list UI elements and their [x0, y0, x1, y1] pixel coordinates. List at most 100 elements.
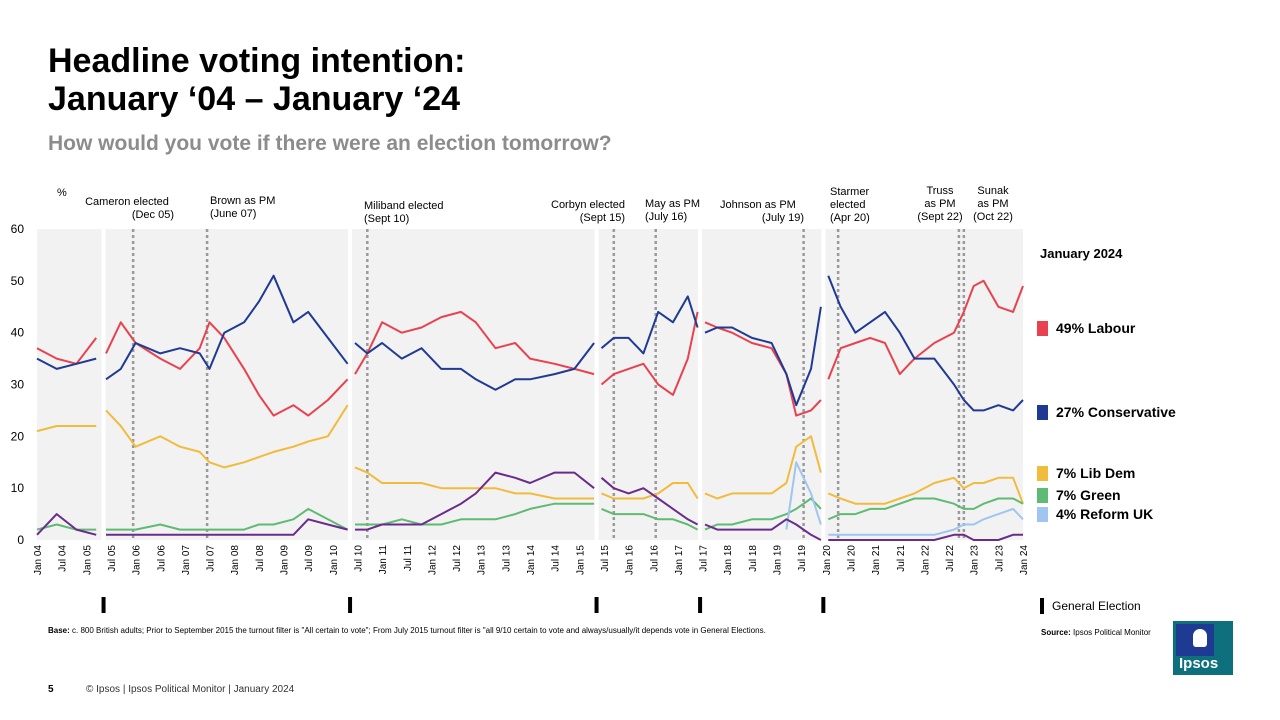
y-tick-label: 0	[17, 533, 24, 547]
legend-swatch	[1037, 465, 1048, 481]
event-label: as PM	[924, 198, 955, 210]
event-label: May as PM	[645, 198, 700, 210]
plot-background	[37, 229, 1023, 540]
page-subtitle: How would you vote if there were an elec…	[48, 132, 612, 155]
x-tick-label: Jan 08	[230, 545, 241, 575]
x-tick-label: Jan 09	[280, 545, 291, 575]
x-tick-label: Jan 07	[181, 545, 192, 575]
y-tick-label: 30	[11, 378, 25, 392]
x-tick-label: Jan 19	[773, 545, 784, 575]
x-tick-label: Jul 04	[58, 545, 69, 572]
x-tick-label: Jul 07	[206, 545, 217, 572]
title-line-1: Headline voting intention:	[48, 42, 466, 80]
series-line-lib-dem	[36, 404, 1024, 505]
event-label: (July 16)	[645, 211, 687, 223]
x-tick-label: Jan 13	[477, 545, 488, 575]
x-tick-label: Jan 04	[33, 545, 44, 575]
x-tick-label: Jul 12	[452, 545, 463, 572]
x-tick-label: Jan 16	[625, 545, 636, 575]
legend-item-conservative: 27% Conservative	[1037, 404, 1176, 420]
event-label: as PM	[977, 198, 1008, 210]
x-tick-label: Jul 06	[156, 545, 167, 572]
general-election-gap	[594, 229, 599, 540]
series-line-labour	[36, 279, 1024, 417]
general-election-marker	[698, 597, 703, 613]
y-tick-label: 20	[11, 429, 25, 443]
event-label: Starmer	[830, 186, 869, 198]
ipsos-logo: Ipsos	[1173, 621, 1233, 675]
legend-label: 4% Reform UK	[1056, 506, 1154, 522]
page-title: Headline voting intention: January ‘04 –…	[48, 42, 465, 118]
x-tick-label: Jul 09	[304, 545, 315, 572]
y-tick-label: 60	[11, 222, 25, 236]
event-label: (Sept 10)	[364, 213, 409, 225]
series-line-green	[36, 497, 1024, 531]
base-label: Base:	[48, 626, 70, 635]
logo-text: Ipsos	[1179, 655, 1219, 672]
y-axis-label: %	[57, 187, 67, 199]
x-tick-label: Jan 23	[970, 545, 981, 575]
event-label: (Sept 22)	[917, 211, 962, 223]
event-label: Miliband elected	[364, 200, 444, 212]
event-label: (Sept 15)	[580, 212, 625, 224]
event-label: Cameron elected	[85, 196, 169, 208]
event-label: Corbyn elected	[551, 199, 625, 211]
general-election-marker	[594, 597, 599, 613]
x-tick-label: Jul 22	[945, 545, 956, 572]
x-tick-label: Jan 11	[378, 545, 389, 575]
x-tick-label: Jul 23	[994, 545, 1005, 572]
x-tick-label: Jul 20	[846, 545, 857, 572]
x-tick-label: Jan 12	[427, 545, 438, 575]
general-election-gap	[821, 229, 826, 540]
legend-swatch	[1037, 404, 1048, 420]
x-tick-label: Jul 21	[896, 545, 907, 572]
legend-item-reform-uk: 4% Reform UK	[1037, 506, 1153, 522]
x-tick-label: Jan 21	[871, 545, 882, 575]
legend-label: 7% Green	[1056, 487, 1121, 503]
legend-swatch	[1037, 506, 1048, 522]
x-tick-label: Jul 13	[501, 545, 512, 572]
x-tick-label: Jul 15	[600, 545, 611, 572]
general-election-label: General Election	[1052, 599, 1141, 613]
y-tick-label: 50	[11, 274, 25, 288]
x-tick-label: Jul 19	[797, 545, 808, 572]
source-note: Source: Ipsos Political Monitor	[1041, 628, 1151, 637]
general-election-marker	[821, 597, 826, 613]
legend-item-lib-dem: 7% Lib Dem	[1037, 465, 1135, 481]
x-tick-label: Jul 05	[107, 545, 118, 572]
legend-item-labour: 49% Labour	[1037, 320, 1135, 336]
x-tick-label: Jan 15	[575, 545, 586, 575]
x-tick-label: Jul 17	[699, 545, 710, 572]
event-label: Truss	[926, 185, 954, 197]
general-election-gap	[348, 229, 353, 540]
legend-label: 27% Conservative	[1056, 404, 1176, 420]
legend-label: 49% Labour	[1056, 320, 1136, 336]
series-line-other	[36, 471, 1023, 541]
general-election-legend: General Election	[1040, 598, 1141, 614]
general-election-marker	[348, 597, 353, 613]
general-election-marker-icon	[1040, 598, 1044, 614]
event-label: elected	[830, 199, 865, 211]
event-label: Brown as PM	[210, 195, 275, 207]
event-label: (June 07)	[210, 208, 256, 220]
footer-text: © Ipsos | Ipsos Political Monitor | Janu…	[86, 684, 295, 695]
event-label: (July 19)	[762, 212, 804, 224]
legend-swatch	[1037, 320, 1048, 336]
event-label: (Apr 20)	[830, 212, 870, 224]
logo-head-icon	[1193, 629, 1207, 647]
base-note: Base: c. 800 British adults; Prior to Se…	[48, 625, 838, 636]
general-election-gap	[101, 229, 106, 540]
x-tick-label: Jan 05	[82, 545, 93, 575]
event-label: (Dec 05)	[132, 209, 174, 221]
x-tick-label: Jan 18	[723, 545, 734, 575]
title-line-2: January ‘04 – January ‘24	[48, 80, 461, 118]
x-tick-label: Jul 18	[748, 545, 759, 572]
event-label: Johnson as PM	[720, 199, 796, 211]
source-text: Ipsos Political Monitor	[1073, 628, 1151, 637]
x-tick-label: Jul 14	[551, 545, 562, 572]
general-election-gap	[698, 229, 703, 540]
source-label: Source:	[1041, 628, 1071, 637]
x-tick-label: Jul 16	[649, 545, 660, 572]
base-text: c. 800 British adults; Prior to Septembe…	[72, 626, 766, 635]
